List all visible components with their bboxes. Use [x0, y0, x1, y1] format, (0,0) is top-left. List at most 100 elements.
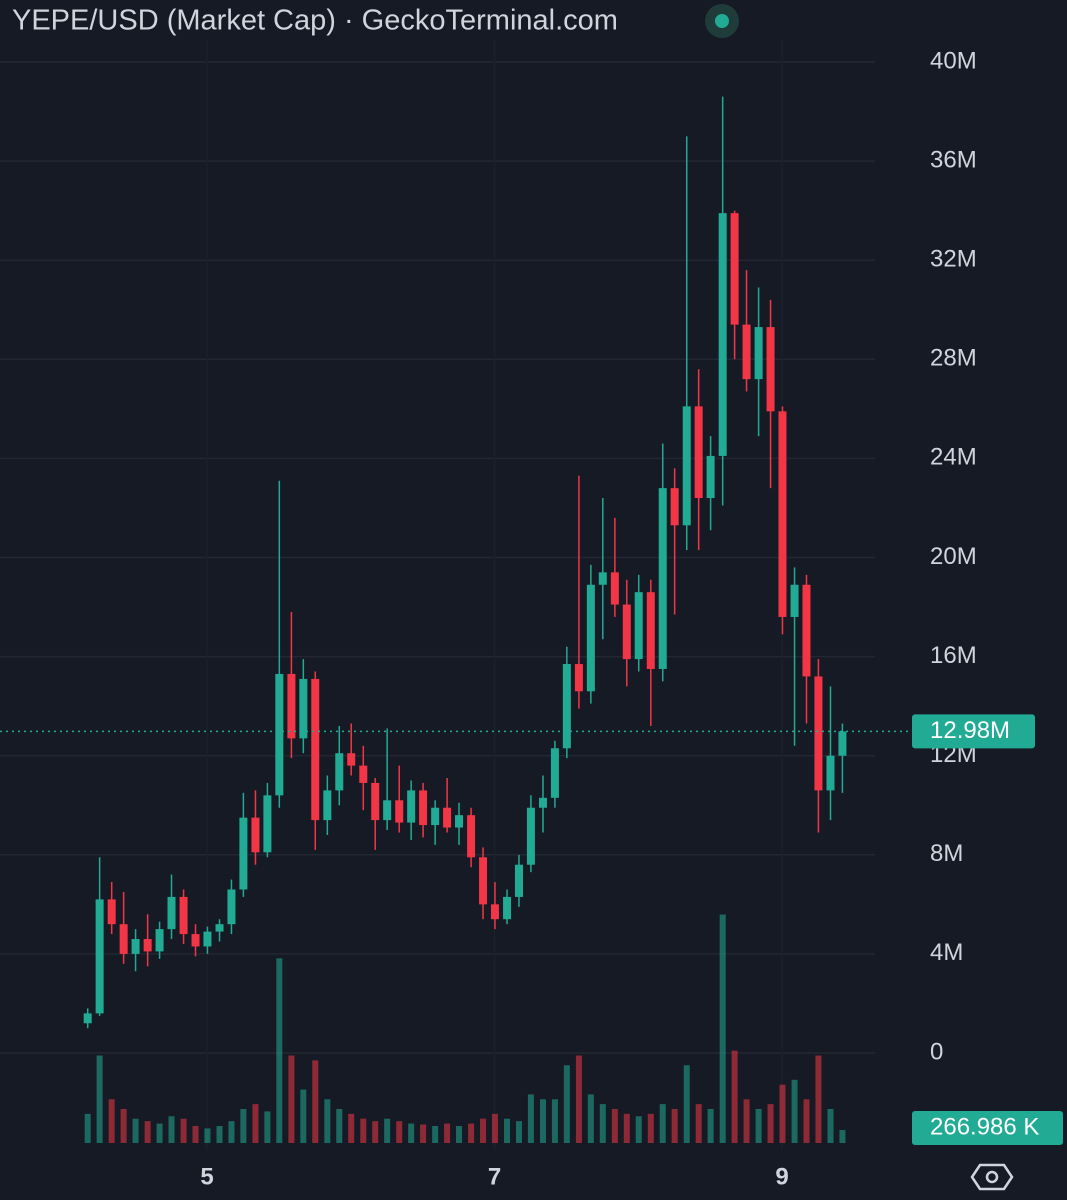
candle-body — [311, 678, 320, 821]
volume-bar — [384, 1118, 391, 1143]
volume-bar — [504, 1118, 511, 1143]
y-tick-label: 24M — [930, 444, 977, 471]
volume-bar — [791, 1079, 798, 1143]
volume-bars — [84, 914, 846, 1143]
candle-body — [622, 604, 631, 660]
candle-body — [814, 676, 823, 791]
candle-body — [503, 896, 512, 920]
candle-body — [179, 896, 188, 935]
candle-body — [227, 889, 236, 925]
candle-body — [359, 765, 368, 783]
candle-body — [299, 678, 308, 739]
candle-body — [802, 584, 811, 677]
volume-bar — [252, 1104, 259, 1143]
chart-title: YEPE/USD (Market Cap) · GeckoTerminal.co… — [12, 5, 618, 37]
volume-bar — [420, 1124, 427, 1143]
volume-bar — [827, 1108, 834, 1143]
candle-body — [83, 1013, 92, 1024]
volume-bar — [623, 1113, 630, 1143]
volume-bar — [659, 1104, 666, 1143]
volume-bar — [815, 1055, 822, 1143]
volume-bar — [587, 1094, 594, 1143]
volume-bar — [755, 1108, 762, 1143]
candle-body — [383, 800, 392, 821]
volume-bar — [456, 1125, 463, 1143]
volume-bar — [348, 1113, 355, 1143]
y-tick-label: 32M — [930, 246, 977, 273]
volume-bar — [647, 1113, 654, 1143]
y-tick-label: 40M — [930, 47, 977, 74]
y-tick-label: 4M — [930, 939, 963, 966]
y-tick-label: 20M — [930, 543, 977, 570]
volume-bar — [719, 914, 726, 1143]
candle-body — [706, 455, 715, 499]
volume-bar — [96, 1055, 103, 1143]
volume-bar — [312, 1060, 319, 1143]
candle-body — [574, 664, 583, 692]
volume-bar — [144, 1121, 151, 1143]
candle-body — [838, 731, 847, 756]
volume-bar — [408, 1123, 415, 1143]
volume-bar — [276, 958, 283, 1143]
volume-bar — [156, 1123, 163, 1143]
candle-body — [634, 592, 643, 660]
volume-bar — [767, 1104, 774, 1143]
candle-body — [658, 488, 667, 669]
candle-body — [287, 673, 296, 739]
volume-bar — [240, 1108, 247, 1143]
volume-bar — [539, 1099, 546, 1143]
volume-bar — [180, 1118, 187, 1143]
candle-body — [742, 324, 751, 380]
volume-bar — [300, 1089, 307, 1143]
candle-body — [766, 327, 775, 412]
y-tick-label: 16M — [930, 642, 977, 669]
candle-body — [778, 411, 787, 617]
candle-body — [143, 939, 152, 952]
volume-label-bg — [912, 1111, 1063, 1145]
volume-bar — [707, 1108, 714, 1143]
volume-bar — [743, 1099, 750, 1143]
candle-body — [155, 929, 164, 952]
volume-bar — [671, 1108, 678, 1143]
settings-icon-center[interactable] — [985, 1170, 999, 1184]
volume-bar — [731, 1050, 738, 1143]
y-tick-label: 28M — [930, 345, 977, 372]
candle-body — [538, 797, 547, 808]
candle-body — [371, 782, 380, 821]
volume-bar — [132, 1118, 139, 1143]
volume-bar — [204, 1128, 211, 1143]
candle-body — [586, 584, 595, 692]
candle-body — [514, 864, 523, 897]
x-tick-label: 5 — [200, 1163, 213, 1190]
candle-body — [790, 584, 799, 617]
candle-body — [490, 904, 499, 920]
candle-body — [610, 572, 619, 605]
volume-bar — [839, 1130, 846, 1143]
volume-bar — [635, 1116, 642, 1143]
candle-body — [562, 664, 571, 749]
volume-bar — [84, 1113, 91, 1143]
volume-bar — [683, 1065, 690, 1143]
price-label: 12.98M — [930, 717, 1010, 744]
volume-bar — [288, 1055, 295, 1143]
y-tick-label: 8M — [930, 840, 963, 867]
candle-body — [455, 815, 464, 828]
candle-body — [730, 213, 739, 325]
volume-bar — [563, 1065, 570, 1143]
candle-body — [323, 790, 332, 821]
candle-body — [443, 807, 452, 828]
candle-body — [718, 213, 727, 456]
candle-body — [347, 753, 356, 766]
candle-body — [419, 790, 428, 826]
candle-body — [239, 817, 248, 890]
settings-icon[interactable] — [970, 1163, 1014, 1191]
y-tick-label: 36M — [930, 146, 977, 173]
candle-body — [479, 857, 488, 905]
settings-button[interactable] — [970, 1163, 1014, 1191]
candle-body — [598, 572, 607, 585]
candle-body — [203, 931, 212, 947]
candle-body — [431, 807, 440, 826]
candle-body — [167, 896, 176, 930]
